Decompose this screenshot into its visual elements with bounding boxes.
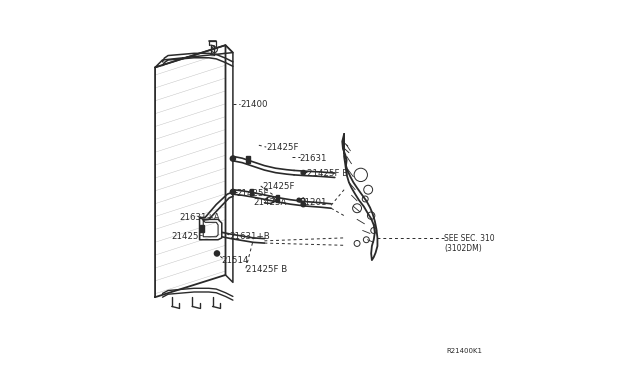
Text: 21425F: 21425F bbox=[237, 189, 269, 198]
Circle shape bbox=[301, 202, 305, 207]
Text: R21400K1: R21400K1 bbox=[446, 348, 482, 354]
Circle shape bbox=[230, 189, 236, 195]
Bar bbox=[246, 156, 250, 163]
Text: 21400: 21400 bbox=[240, 100, 268, 109]
Text: 21631+A: 21631+A bbox=[179, 213, 220, 222]
Text: 21425F: 21425F bbox=[172, 231, 204, 241]
Bar bbox=[276, 195, 279, 202]
Circle shape bbox=[301, 170, 305, 175]
Text: 21631+B: 21631+B bbox=[229, 231, 270, 241]
Text: 21425F B: 21425F B bbox=[307, 169, 348, 177]
Circle shape bbox=[230, 156, 236, 161]
Text: E1201: E1201 bbox=[300, 198, 327, 207]
Text: 21631: 21631 bbox=[300, 154, 327, 163]
Circle shape bbox=[214, 251, 220, 256]
Bar bbox=[250, 189, 253, 195]
Circle shape bbox=[297, 198, 301, 202]
Text: 21425F: 21425F bbox=[266, 142, 299, 151]
Text: 21425F B: 21425F B bbox=[246, 265, 287, 274]
Text: 21425A: 21425A bbox=[253, 198, 287, 207]
Text: 21514: 21514 bbox=[222, 256, 250, 264]
Bar bbox=[200, 225, 204, 232]
Text: 21425F: 21425F bbox=[262, 182, 295, 190]
Text: SEE SEC. 310
(3102DM): SEE SEC. 310 (3102DM) bbox=[444, 234, 495, 253]
